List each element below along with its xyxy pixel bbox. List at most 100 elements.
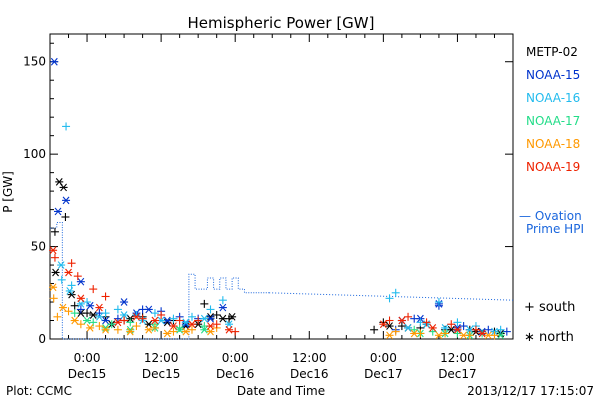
legend-ovation-line2: Prime HPI (526, 222, 584, 236)
noaa-19-south-point (404, 312, 413, 321)
noaa-18-north-point (86, 324, 95, 332)
noaa-19-north-point (76, 294, 85, 303)
noaa-18-south-point (95, 322, 104, 331)
metp-02-north-point (89, 311, 98, 319)
noaa-16-north-point (95, 312, 104, 321)
ovation-hpi-layer (50, 222, 514, 340)
noaa-18-north-point (181, 327, 190, 336)
chart-title: Hemispheric Power [GW] (188, 14, 375, 32)
noaa-16-south-point (187, 312, 196, 321)
noaa-19-north-point (132, 312, 141, 321)
noaa-18-north-point (58, 303, 67, 312)
noaa-18-south-point (64, 307, 73, 316)
metp-02-north-point (67, 290, 76, 299)
noaa-16-south-point (62, 122, 71, 131)
noaa-18-south-point (132, 322, 141, 331)
noaa-18-south-point (49, 294, 58, 303)
noaa-17-south-point (410, 325, 419, 334)
ovation-hpi-trend (269, 292, 514, 301)
noaa-16-south-point (132, 310, 141, 319)
noaa-17-south-point (175, 323, 184, 332)
noaa-18-south-point (169, 327, 178, 336)
noaa-16-south-point (150, 309, 159, 318)
noaa-16-south-point (434, 298, 443, 307)
noaa-17-south-point (428, 327, 437, 336)
noaa-16-north-point (441, 324, 450, 332)
noaa-19-south-point (175, 316, 184, 325)
noaa-16-south-point (113, 305, 122, 314)
noaa-15-north-point (101, 316, 110, 325)
noaa-18-south-point (441, 329, 450, 338)
noaa-19-south-point (120, 316, 129, 325)
legend-item-noaa-15: NOAA-15 (526, 68, 580, 82)
noaa-18-north-point (163, 329, 172, 338)
metp-02-north-point (51, 268, 60, 277)
noaa-17-north-point (83, 316, 92, 325)
noaa-18-north-point (385, 331, 394, 340)
noaa-19-south-point (212, 320, 221, 329)
noaa-18-north-point (101, 325, 110, 334)
metp-02-north-point (218, 314, 227, 323)
noaa-19-south-point (447, 320, 456, 329)
noaa-19-north-point (95, 303, 104, 312)
noaa-19-south-point (67, 259, 76, 268)
noaa-18-north-point (144, 325, 153, 334)
legend-item-metp-02: METP-02 (526, 45, 578, 59)
noaa-19-south-point (138, 314, 147, 323)
noaa-15-north-point (54, 207, 63, 216)
noaa-18-south-point (391, 327, 400, 336)
noaa-19-north-point (225, 325, 234, 334)
noaa-18-north-point (459, 331, 468, 340)
legend-symbol-north: ∗ north (524, 330, 574, 345)
noaa-16-north-point (76, 300, 85, 308)
legend-symbol-south: + south (524, 300, 575, 315)
x-tick-label-time: 12:00 (440, 351, 475, 365)
legend-item-noaa-18: NOAA-18 (526, 137, 580, 151)
noaa-15-north-point (218, 303, 227, 312)
noaa-16-south-point (453, 318, 462, 327)
metp-02-north-point (55, 178, 64, 186)
noaa-18-south-point (150, 323, 159, 332)
noaa-16-north-point (65, 287, 74, 295)
metp-02-north-point (228, 312, 237, 321)
x-tick-label-date: Dec16 (216, 367, 255, 381)
x-axis-label: Date and Time (237, 384, 325, 398)
noaa-19-north-point (453, 325, 462, 334)
noaa-19-north-point (478, 329, 487, 338)
noaa-19-south-point (50, 253, 59, 262)
noaa-17-north-point (200, 325, 209, 334)
noaa-16-south-point (391, 288, 400, 297)
noaa-19-south-point (101, 292, 110, 301)
x-tick-label-time: 0:00 (370, 351, 397, 365)
noaa-16-south-point (385, 294, 394, 303)
y-tick-label: 100 (23, 147, 46, 161)
noaa-19-south-point (231, 327, 240, 336)
plot-credit: Plot: CCMC (6, 384, 72, 398)
noaa-16-north-point (225, 320, 234, 329)
noaa-19-south-point (194, 316, 203, 325)
noaa-16-south-point (83, 298, 92, 307)
noaa-16-south-point (206, 305, 215, 314)
x-tick-label-date: Dec17 (438, 367, 477, 381)
noaa-19-north-point (169, 322, 178, 330)
legend-item-noaa-16: NOAA-16 (526, 91, 580, 105)
x-tick-label-date: Dec17 (364, 367, 403, 381)
noaa-19-south-point (89, 285, 98, 294)
noaa-17-south-point (89, 318, 98, 327)
noaa-19-north-point (64, 268, 73, 277)
y-axis-label: P [GW] (1, 171, 15, 213)
y-axis: 0 50 100 150 (23, 42, 513, 346)
metp-02-south-point (379, 318, 388, 327)
y-tick-label: 0 (38, 332, 46, 346)
noaa-18-south-point (113, 325, 122, 334)
x-tick-label-date: Dec16 (290, 367, 329, 381)
noaa-19-north-point (187, 320, 196, 329)
noaa-15-south-point (502, 327, 511, 336)
noaa-16-north-point (200, 314, 209, 323)
noaa-15-north-point (76, 277, 85, 286)
metp-02-south-point (70, 301, 79, 310)
metp-02-north-point (59, 183, 68, 192)
noaa-15-north-point (144, 305, 153, 314)
noaa-19-north-point (428, 324, 437, 332)
